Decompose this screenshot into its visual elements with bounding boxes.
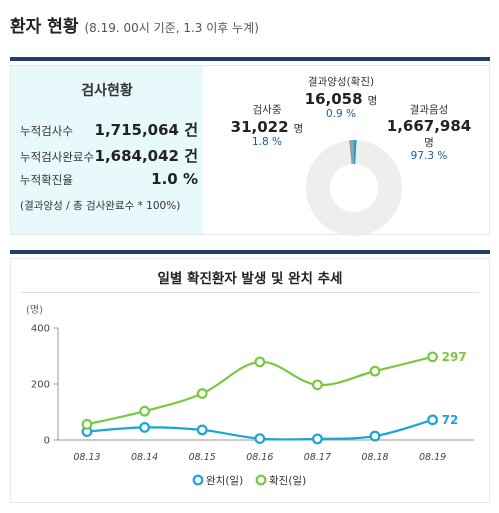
end-label-recovered: 72: [442, 413, 459, 427]
summary-row-completed-tests: 누적검사완료수 1,684,042 건: [20, 145, 198, 166]
y-tick-label: 0: [44, 436, 50, 447]
data-point-confirmed: [254, 356, 266, 368]
middle-divider: [10, 250, 490, 254]
page-subtitle: (8.19. 00시 기준, 1.3 이후 누계): [84, 21, 259, 35]
page-title: 환자 현황: [10, 17, 79, 37]
data-point-confirmed: [369, 365, 381, 377]
chart-title-divider: [21, 292, 479, 293]
donut-label-negative: 결과음성 1,667,984 명 97.3 %: [379, 102, 479, 162]
x-tick-label: 08.19: [419, 452, 446, 463]
testing-value: 31,022: [230, 118, 289, 136]
data-point-recovered: [427, 414, 439, 426]
data-point-recovered: [369, 430, 381, 442]
summary-label: 누적검사수: [20, 124, 73, 138]
summary-row-positive-rate: 누적확진율 1.0 %: [20, 170, 198, 188]
daily-trend-panel: 일별 확진환자 발생 및 완치 추세 (명) 0 200 400 08.13 08.14 0…: [10, 258, 490, 503]
x-tick-label: 08.18: [361, 452, 388, 463]
legend-marker-recovered: [192, 474, 204, 486]
legend-label-recovered: 완치(일): [206, 474, 243, 487]
donut-label-testing: 검사중 31,022 명 1.8 %: [219, 102, 315, 148]
summary-label: 누적확진율: [20, 173, 73, 187]
donut-slice-negative: [306, 140, 402, 236]
chart-title: 일별 확진환자 발생 및 완치 추세: [157, 271, 343, 287]
testing-label: 검사중: [252, 104, 282, 116]
test-summary-box: 검사현황 누적검사수 1,715,064 건 누적검사완료수 1,684,042…: [11, 66, 203, 234]
x-tick-label: 08.13: [73, 452, 100, 463]
test-result-donut: [306, 140, 402, 236]
summary-label: 누적검사완료수: [20, 150, 95, 164]
page-header: 환자 현황 (8.19. 00시 기준, 1.3 이후 누계): [10, 12, 259, 37]
data-point-confirmed: [139, 405, 151, 417]
x-tick-label: 08.15: [189, 452, 216, 463]
donut-label-positive: 결과양성(확진) 16,058 명 0.9 %: [296, 74, 386, 120]
test-summary-title: 검사현황: [81, 83, 133, 99]
summary-value: 1.0 %: [151, 170, 198, 188]
data-point-confirmed: [196, 388, 208, 399]
data-point-recovered: [312, 433, 323, 445]
summary-value: 1,715,064 건: [94, 121, 198, 139]
positive-label: 결과양성(확진): [307, 76, 375, 88]
data-point-recovered: [254, 433, 266, 445]
negative-label: 결과음성: [409, 104, 449, 116]
y-axis-label: (명): [26, 304, 43, 316]
end-label-confirmed: 297: [442, 350, 467, 364]
y-tick-label: 400: [31, 324, 50, 335]
summary-row-total-tests: 누적검사수 1,715,064 건: [20, 119, 198, 140]
data-point-recovered: [139, 421, 151, 433]
negative-unit: 명: [424, 137, 434, 149]
daily-trend-chart: (명) 0 200 400 08.13 08.14 08.15 08.16 08.17 08.18…: [26, 304, 474, 487]
positive-percent: 0.9 %: [325, 108, 356, 120]
data-point-recovered: [196, 424, 208, 436]
x-tick-label: 08.17: [304, 452, 331, 463]
summary-value: 1,684,042 건: [94, 147, 198, 165]
data-point-confirmed: [81, 418, 93, 430]
x-tick-label: 08.16: [246, 452, 273, 463]
y-tick-label: 200: [31, 380, 50, 391]
testing-percent: 1.8 %: [251, 136, 282, 148]
negative-percent: 97.3 %: [410, 150, 448, 162]
test-status-panel: 검사현황 누적검사수 1,715,064 건 누적검사완료수 1,684,042…: [10, 65, 490, 236]
data-point-confirmed: [427, 351, 439, 363]
top-divider: [10, 57, 490, 61]
positive-rate-note: (결과양성 / 총 검사완료수 * 100%): [20, 200, 181, 212]
positive-value: 16,058: [304, 90, 363, 108]
negative-value: 1,667,984: [386, 117, 472, 135]
legend-label-confirmed: 확진(일): [269, 474, 306, 487]
data-point-confirmed: [312, 379, 323, 391]
x-tick-label: 08.14: [131, 452, 158, 463]
legend-marker-confirmed: [255, 474, 267, 486]
donut-slice-testing: [306, 140, 402, 236]
positive-unit: 명: [367, 95, 378, 107]
testing-unit: 명: [293, 123, 304, 135]
